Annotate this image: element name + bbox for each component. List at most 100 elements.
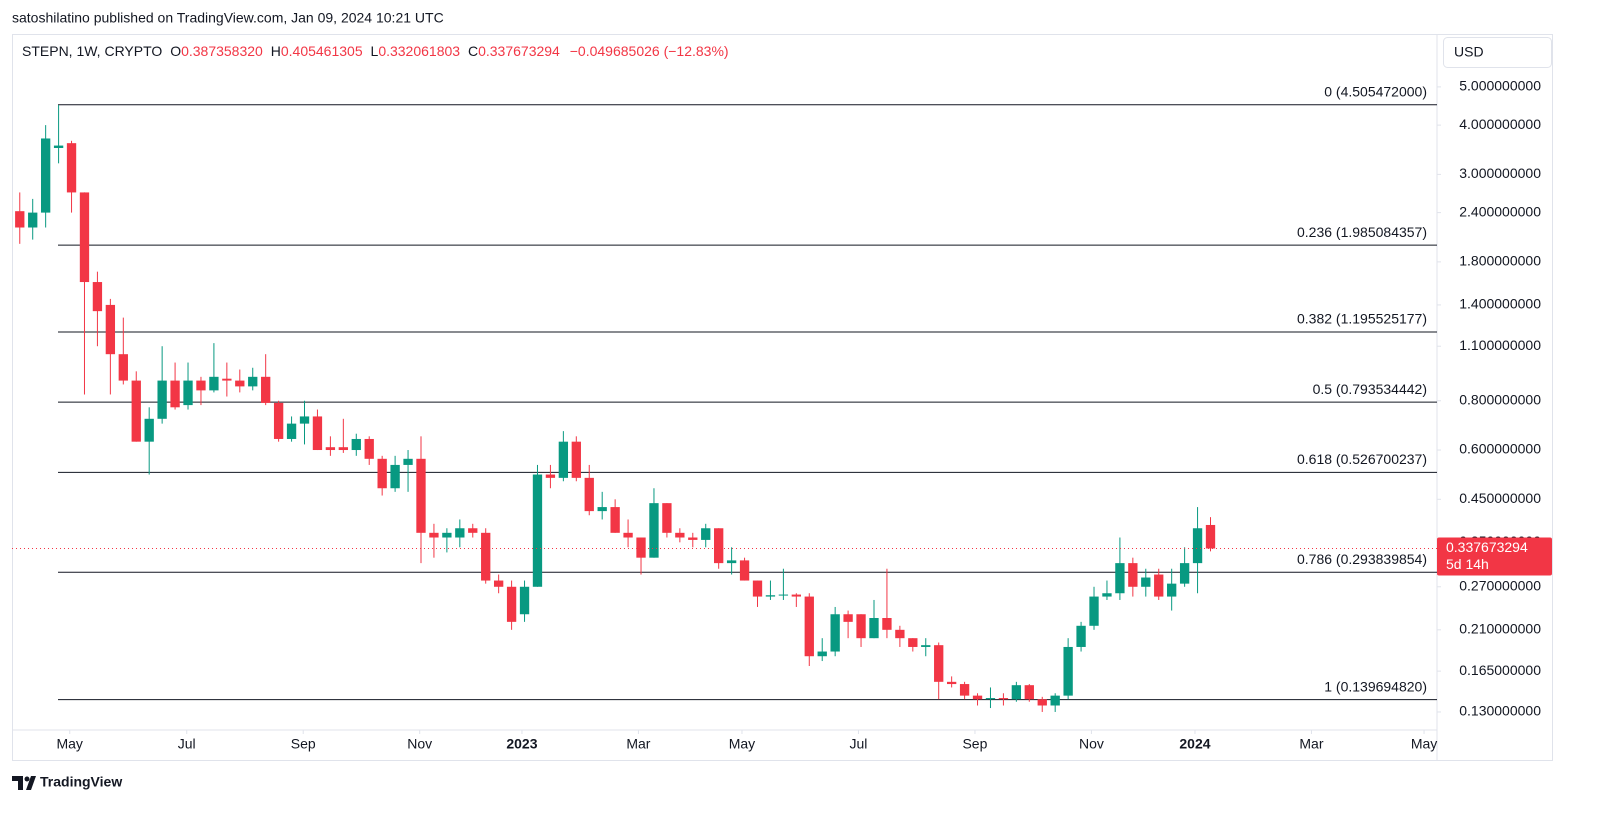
currency-box[interactable] — [1443, 37, 1552, 68]
fib-label: 0.236 (1.985084357) — [1297, 224, 1427, 240]
candle-body — [351, 438, 361, 451]
low-key: L — [371, 43, 379, 59]
x-tick-label: Jul — [178, 736, 196, 752]
candle-body — [273, 402, 284, 439]
candle-body — [584, 477, 594, 512]
candle-body — [701, 528, 711, 540]
candle-body — [1128, 563, 1138, 587]
x-tick-label: May — [1411, 736, 1437, 752]
last-price-label: 0.337673294 — [1446, 539, 1528, 555]
candle-body — [15, 211, 25, 228]
candle-body — [1141, 577, 1151, 587]
candle-body — [946, 681, 957, 685]
candle-body — [118, 354, 128, 381]
candle-body — [299, 416, 310, 424]
y-tick-label: 3.000000000 — [1459, 165, 1541, 181]
logo-mark — [12, 776, 36, 790]
candle-body — [571, 441, 581, 478]
candle-body — [843, 614, 853, 622]
currency[interactable]: USD — [1454, 44, 1484, 60]
candle-body — [636, 537, 646, 558]
candle-body — [338, 447, 348, 451]
candle-body — [493, 580, 504, 587]
candle-body — [1024, 685, 1034, 700]
candle-body — [934, 645, 944, 682]
fib-label: 0.786 (0.293839854) — [1297, 551, 1427, 567]
candle-body — [468, 528, 478, 533]
candle-body — [675, 532, 685, 538]
candle-body — [209, 376, 219, 391]
x-tick-label: 2023 — [506, 736, 537, 752]
candle-body — [545, 474, 556, 478]
candle-body — [662, 503, 672, 533]
candle-body — [144, 418, 154, 442]
candle-body — [1205, 524, 1216, 549]
y-tick-label: 1.400000000 — [1459, 296, 1541, 312]
candle-body — [416, 458, 426, 533]
fib-label: 1 (0.139694820) — [1324, 678, 1427, 694]
candle-body — [739, 560, 750, 581]
candle-body — [1179, 563, 1190, 584]
x-tick-label: 2024 — [1179, 736, 1210, 752]
x-tick-label: Sep — [291, 736, 316, 752]
x-tick-label: May — [56, 736, 82, 752]
candle-body — [765, 595, 776, 597]
candle-body — [312, 416, 323, 451]
y-tick-label: 0.450000000 — [1459, 490, 1541, 506]
y-tick-label: 0.600000000 — [1459, 441, 1541, 457]
candle-body — [66, 143, 77, 193]
fib-label: 0.5 (0.793534442) — [1313, 381, 1427, 397]
y-tick-label: 5.000000000 — [1459, 78, 1541, 94]
open-key: O — [170, 43, 181, 59]
candle-body — [921, 645, 931, 647]
candle-body — [1011, 685, 1022, 700]
x-tick-label: Nov — [1079, 736, 1104, 752]
footer-brand: TradingView — [40, 774, 122, 790]
candle-body — [506, 586, 517, 622]
x-tick-label: Nov — [407, 736, 432, 752]
candle-body — [1192, 528, 1203, 564]
y-tick-label: 1.100000000 — [1459, 337, 1541, 353]
y-tick-label: 0.270000000 — [1459, 577, 1541, 593]
candle-body — [183, 380, 193, 406]
candle-body — [972, 695, 983, 700]
candle-body — [442, 532, 452, 538]
y-tick-label: 0.800000000 — [1459, 391, 1541, 407]
candle-body — [869, 618, 879, 639]
legend: STEPN, 1W, CRYPTO O0.387358320 H0.405461… — [22, 43, 729, 59]
candle-body — [1089, 596, 1099, 626]
candle-body — [985, 698, 996, 700]
candle-body — [235, 380, 245, 387]
candle-body — [429, 532, 439, 538]
candle-body — [157, 380, 167, 419]
candle-body — [1154, 574, 1164, 597]
last-price-box — [1437, 537, 1552, 576]
x-tick-label: Mar — [626, 736, 650, 752]
candle-body — [649, 503, 659, 558]
candle-body — [248, 376, 258, 387]
candle-body — [610, 507, 620, 533]
x-tick-label: Jul — [850, 736, 868, 752]
candle-body — [1115, 563, 1125, 594]
x-tick-label: Mar — [1299, 736, 1323, 752]
candle-body — [1037, 699, 1047, 706]
candle-body — [519, 586, 530, 615]
y-tick-label: 1.800000000 — [1459, 253, 1541, 269]
x-tick-label: Sep — [962, 736, 987, 752]
candle-body — [830, 614, 840, 652]
y-tick-label: 4.000000000 — [1459, 116, 1541, 132]
candle-body — [92, 282, 103, 312]
candle-body — [131, 380, 141, 442]
countdown: 5d 14h — [1446, 556, 1489, 572]
candle-body — [1167, 583, 1177, 597]
candle-body — [804, 596, 814, 657]
candle-body — [28, 212, 38, 228]
close-value: 0.337673294 — [478, 43, 560, 59]
candle-body — [778, 594, 789, 596]
candle-body — [170, 380, 180, 408]
candle-body — [286, 423, 297, 439]
candle-body — [364, 438, 374, 459]
chart-frame — [12, 34, 1553, 761]
